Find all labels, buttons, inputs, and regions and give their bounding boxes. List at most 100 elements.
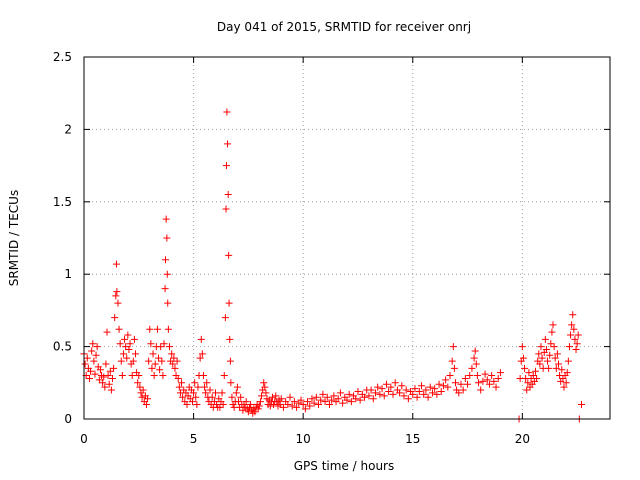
data-point	[537, 343, 545, 351]
data-point	[382, 380, 390, 388]
data-point	[218, 389, 226, 397]
data-point	[222, 205, 230, 213]
data-point	[546, 351, 554, 359]
data-point	[112, 260, 120, 268]
data-point	[424, 393, 432, 401]
data-point	[304, 398, 312, 406]
data-point	[310, 399, 318, 407]
data-point	[380, 392, 388, 400]
data-point	[570, 325, 578, 333]
data-point	[254, 405, 262, 413]
data-point	[558, 366, 566, 374]
data-point	[146, 325, 154, 333]
data-point	[179, 393, 187, 401]
data-point	[165, 343, 173, 351]
data-point	[164, 325, 172, 333]
data-point	[212, 389, 219, 397]
data-point	[247, 401, 255, 409]
data-point	[256, 398, 264, 406]
data-point	[128, 372, 136, 380]
data-point	[219, 401, 227, 409]
data-point	[90, 357, 98, 365]
data-point	[485, 380, 493, 388]
data-point	[134, 379, 142, 387]
data-point	[233, 383, 241, 391]
data-point	[225, 299, 233, 307]
data-point	[529, 372, 537, 380]
data-point	[567, 331, 575, 339]
data-point	[102, 360, 110, 368]
y-tick-label: 1.5	[53, 195, 72, 209]
data-point	[568, 321, 576, 329]
data-point	[136, 383, 144, 391]
data-point	[451, 379, 459, 387]
data-point	[297, 396, 305, 404]
data-point	[565, 343, 573, 351]
data-point	[162, 215, 170, 223]
data-point	[190, 389, 198, 397]
data-point	[96, 366, 104, 374]
data-point	[104, 372, 112, 380]
data-point	[328, 396, 336, 404]
data-point	[130, 335, 138, 343]
data-point	[188, 398, 196, 406]
data-point	[356, 396, 364, 404]
data-point	[477, 386, 485, 394]
data-point	[571, 335, 579, 343]
data-point	[448, 357, 456, 365]
data-point	[343, 396, 351, 404]
data-point	[142, 401, 150, 409]
data-point	[550, 343, 558, 351]
data-point	[472, 360, 480, 368]
data-point	[174, 374, 182, 382]
data-point	[471, 347, 479, 355]
data-point	[258, 392, 266, 400]
data-point	[455, 389, 463, 397]
data-point	[99, 379, 107, 387]
data-point	[235, 398, 243, 406]
data-point	[158, 357, 166, 365]
data-point	[428, 389, 436, 397]
data-point	[409, 390, 417, 398]
data-point	[562, 379, 570, 387]
data-point	[144, 395, 152, 403]
data-point	[89, 340, 97, 348]
data-point	[398, 382, 406, 390]
data-point	[387, 383, 395, 391]
data-point	[347, 398, 355, 406]
data-point	[198, 350, 206, 358]
data-point	[521, 364, 529, 372]
data-point	[336, 389, 344, 397]
data-point	[444, 383, 452, 391]
data-marks	[80, 108, 586, 423]
data-point	[541, 335, 549, 343]
data-point	[138, 393, 146, 401]
data-point	[420, 390, 428, 398]
chart-title: Day 041 of 2015, SRMTID for receiver onr…	[217, 20, 471, 34]
data-point	[272, 392, 280, 400]
data-point	[237, 393, 245, 401]
data-point	[208, 393, 216, 401]
data-point	[490, 377, 498, 385]
data-point	[206, 386, 214, 394]
data-point	[159, 372, 167, 380]
data-point	[114, 299, 122, 307]
data-point	[479, 377, 487, 385]
data-point	[85, 374, 93, 382]
data-point	[161, 285, 169, 293]
data-point	[88, 347, 96, 355]
data-point	[466, 372, 474, 380]
data-point	[213, 401, 221, 409]
data-point	[118, 372, 126, 380]
data-point	[196, 354, 204, 362]
data-point	[293, 403, 301, 411]
data-point	[251, 408, 259, 416]
data-point	[132, 350, 140, 358]
data-point	[396, 389, 404, 397]
data-point	[538, 354, 546, 362]
axis-tick-labels: 0 0.5 1 1.5 2 2.5 0 5 10 15 20	[53, 50, 530, 446]
data-point	[483, 376, 491, 384]
data-point	[578, 401, 586, 409]
data-point	[162, 256, 170, 264]
data-point	[376, 390, 384, 398]
